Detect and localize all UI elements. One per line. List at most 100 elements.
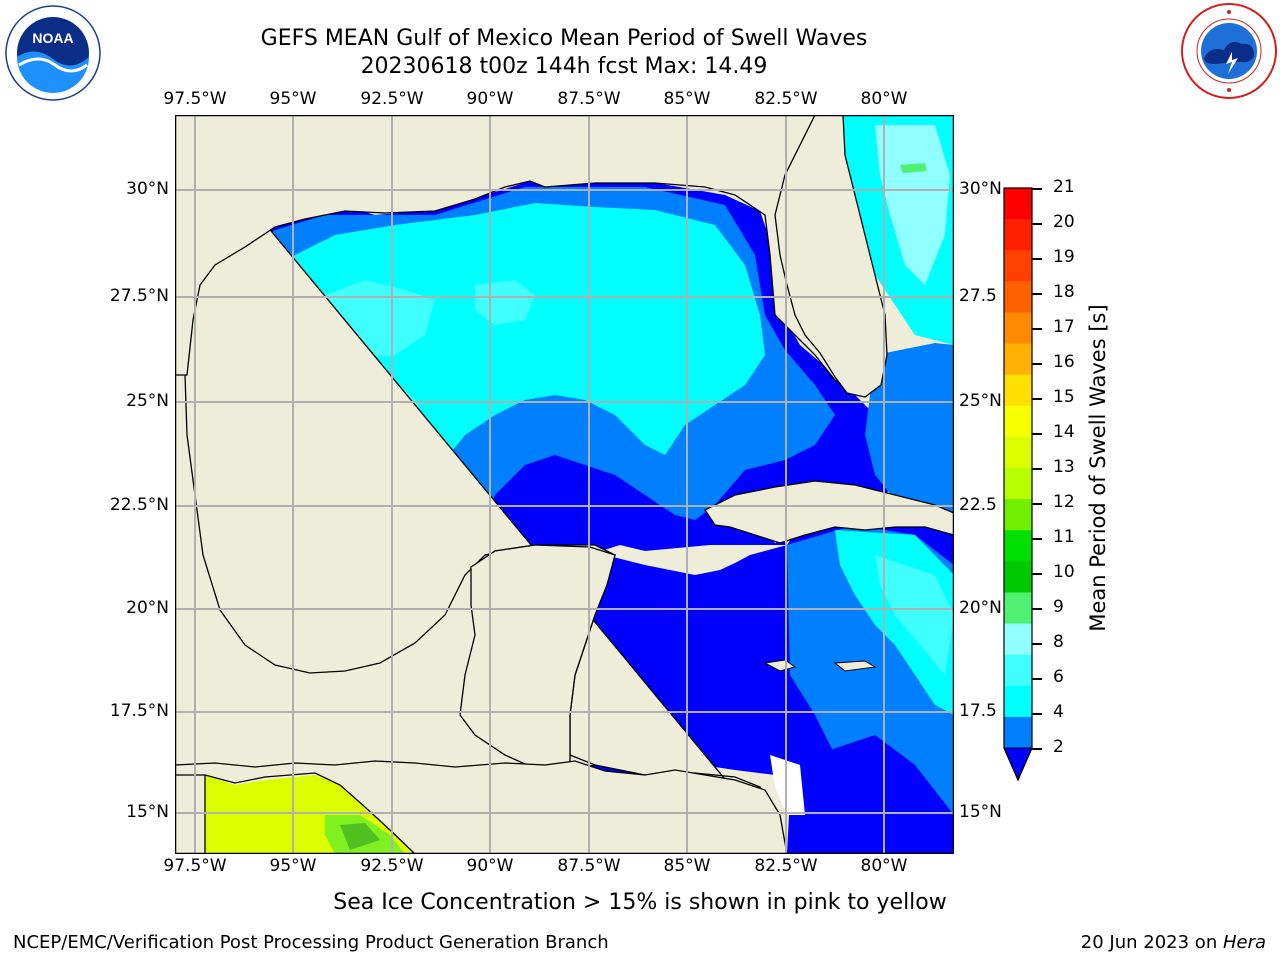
- colorbar-segment: [1004, 250, 1032, 282]
- colorbar-tick-label: 20: [1053, 212, 1075, 232]
- nws-logo: [1181, 3, 1277, 99]
- credit-machine: Hera: [1222, 932, 1266, 953]
- colorbar-segment: [1004, 623, 1032, 656]
- colorbar-tick-mark: [1032, 328, 1042, 330]
- lon-tick-label: 80°W: [860, 89, 908, 109]
- land-central-america: [175, 760, 788, 854]
- lat-tick-label: 25°N: [126, 391, 169, 411]
- colorbar-segment: [1004, 436, 1032, 469]
- credit-date-text: 20 Jun 2023 on: [1080, 932, 1223, 953]
- colorbar-tick-mark: [1032, 433, 1042, 435]
- colorbar-tick-label: 4: [1053, 702, 1064, 722]
- lat-tick-label: 15°N: [126, 802, 169, 822]
- credit-text: NCEP/EMC/Verification Post Processing Pr…: [13, 932, 609, 953]
- colorbar-segment: [1004, 343, 1032, 376]
- colorbar-segment: [1004, 685, 1032, 718]
- colorbar-tick-label: 13: [1053, 457, 1075, 477]
- colorbar-tick-label: 10: [1053, 562, 1075, 582]
- colorbar-segment: [1004, 188, 1032, 220]
- colorbar-segment: [1004, 561, 1032, 593]
- colorbar-tick-label: 19: [1053, 247, 1075, 267]
- graticule: [175, 115, 954, 854]
- colorbar-segment: [1004, 374, 1032, 407]
- colorbar-segment: [1004, 405, 1032, 438]
- colorbar-tick-mark: [1032, 643, 1042, 645]
- lat-tick-label: 22.5°N: [109, 495, 169, 515]
- colorbar-tick-mark: [1032, 748, 1042, 750]
- lat-tick-label: 25°N: [959, 391, 1002, 411]
- lat-tick-label: 27.5°N: [109, 286, 169, 306]
- lon-tick-label: 82.5°W: [754, 856, 818, 876]
- colorbar-tick-label: 15: [1053, 387, 1075, 407]
- colorbar-label: Mean Period of Swell Waves [s]: [1086, 304, 1110, 632]
- colorbar-tick-label: 18: [1053, 282, 1075, 302]
- noaa-logo: NOAA: [5, 5, 101, 101]
- lon-tick-label: 90°W: [466, 89, 514, 109]
- colorbar-tick-label: 6: [1053, 667, 1064, 687]
- colorbar-tick-mark: [1032, 398, 1042, 400]
- colorbar-tick-mark: [1032, 223, 1042, 225]
- map-frame: [175, 115, 954, 854]
- colorbar-tick-label: 9: [1053, 597, 1064, 617]
- colorbar-segment: [1004, 654, 1032, 687]
- colorbar-tick-label: 21: [1053, 177, 1075, 197]
- lat-tick-label: 20°N: [126, 598, 169, 618]
- colorbar-segment: [1004, 499, 1032, 531]
- map-subtitle: 20230618 t00z 144h fcst Max: 14.49: [360, 54, 768, 79]
- lat-tick-label: 15°N: [959, 802, 1002, 822]
- lon-tick-label: 82.5°W: [754, 89, 818, 109]
- lat-tick-label: 30°N: [959, 179, 1002, 199]
- lon-tick-label: 90°W: [466, 856, 514, 876]
- colorbar-tick-mark: [1032, 678, 1042, 680]
- colorbar-tick-label: 8: [1053, 632, 1064, 652]
- colorbar-tick-mark: [1032, 188, 1042, 190]
- colorbar-tick-mark: [1032, 258, 1042, 260]
- credit-date: 20 Jun 2023 on Hera: [1081, 932, 1266, 953]
- colorbar-segment: [1004, 716, 1032, 749]
- colorbar-tick-label: 2: [1053, 737, 1064, 757]
- colorbar: [1003, 187, 1033, 782]
- noaa-logo-text: NOAA: [32, 30, 73, 46]
- colorbar-segment: [1004, 592, 1032, 625]
- lon-tick-label: 92.5°W: [360, 89, 424, 109]
- colorbar-segment: [1004, 219, 1032, 251]
- colorbar-tick-mark: [1032, 363, 1042, 365]
- colorbar-segment: [1004, 312, 1032, 345]
- lon-tick-label: 87.5°W: [557, 89, 621, 109]
- colorbar-tick-label: 16: [1053, 352, 1075, 372]
- colorbar-tick-mark: [1032, 713, 1042, 715]
- lon-tick-label: 97.5°W: [163, 89, 227, 109]
- colorbar-tick-mark: [1032, 608, 1042, 610]
- colorbar-segment: [1004, 468, 1032, 500]
- colorbar-tick-mark: [1032, 538, 1042, 540]
- lat-tick-label: 17.5: [959, 701, 997, 721]
- map-plot: [175, 115, 954, 854]
- lon-tick-label: 85°W: [663, 89, 711, 109]
- lon-tick-label: 85°W: [663, 856, 711, 876]
- colorbar-segment: [1004, 281, 1032, 313]
- lon-tick-label: 87.5°W: [557, 856, 621, 876]
- map-caption: Sea Ice Concentration > 15% is shown in …: [333, 890, 947, 915]
- colorbar-tick-mark: [1032, 503, 1042, 505]
- lat-tick-label: 27.5: [959, 286, 997, 306]
- lat-tick-label: 22.5: [959, 495, 997, 515]
- lon-tick-label: 95°W: [269, 856, 317, 876]
- lon-tick-label: 95°W: [269, 89, 317, 109]
- colorbar-tick-mark: [1032, 293, 1042, 295]
- colorbar-tick-label: 17: [1053, 317, 1075, 337]
- colorbar-tick-mark: [1032, 468, 1042, 470]
- lon-tick-label: 80°W: [860, 856, 908, 876]
- colorbar-tick-label: 11: [1053, 527, 1075, 547]
- map-title: GEFS MEAN Gulf of Mexico Mean Period of …: [260, 26, 868, 51]
- colorbar-extend-arrow: [1003, 747, 1033, 782]
- land-cuba: [704, 480, 954, 544]
- lat-tick-label: 30°N: [126, 179, 169, 199]
- colorbar-segment: [1004, 530, 1032, 562]
- colorbar-tick-label: 14: [1053, 422, 1075, 442]
- lat-tick-label: 20°N: [959, 598, 1002, 618]
- colorbar-frame: [1003, 187, 1033, 782]
- colorbar-tick-label: 12: [1053, 492, 1075, 512]
- lon-tick-label: 97.5°W: [163, 856, 227, 876]
- colorbar-tick-mark: [1032, 573, 1042, 575]
- lat-tick-label: 17.5°N: [109, 701, 169, 721]
